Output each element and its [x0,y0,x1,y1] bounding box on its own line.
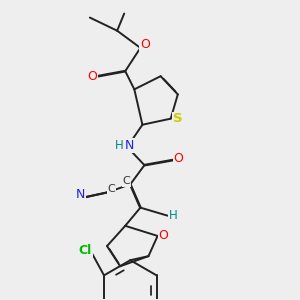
Text: O: O [159,230,169,242]
Text: Cl: Cl [79,244,92,256]
Text: O: O [88,70,98,83]
Text: N: N [76,188,85,201]
Text: H: H [114,139,123,152]
Text: S: S [172,112,182,125]
Text: O: O [140,38,150,51]
Text: H: H [169,209,178,222]
Text: N: N [125,139,134,152]
Text: C: C [108,184,116,194]
Text: O: O [173,152,183,165]
Text: C: C [123,176,130,186]
